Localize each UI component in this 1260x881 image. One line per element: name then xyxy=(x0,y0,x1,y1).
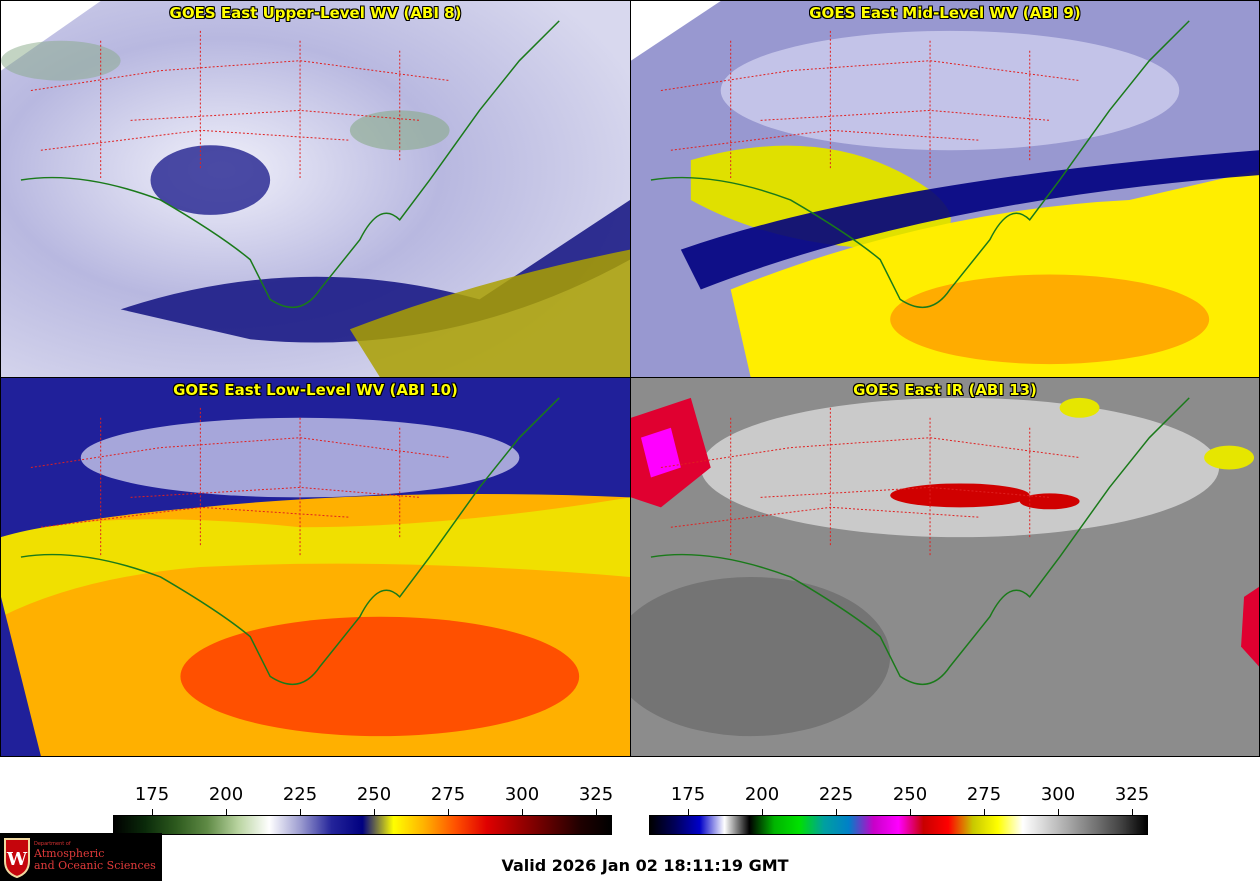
wv-colorbar-tick-label: 175 xyxy=(134,784,170,805)
panel-upper-wv: GOES East Upper-Level WV (ABI 8) xyxy=(0,0,631,378)
panel-title: GOES East Low-Level WV (ABI 10) xyxy=(173,381,458,399)
wv-colorbar-tick xyxy=(226,809,227,815)
panel-mid-wv: GOES East Mid-Level WV (ABI 9) xyxy=(630,0,1260,378)
wv-colorbar-tick-label: 225 xyxy=(282,784,318,805)
ir-colorbar-tick xyxy=(984,809,985,815)
ir-colorbar-tick xyxy=(836,809,837,815)
ir-colorbar-tick xyxy=(688,809,689,815)
logo-line1: Department of xyxy=(34,841,71,847)
ir-colorbar-tick-label: 275 xyxy=(966,784,1002,805)
ir-imagery xyxy=(631,378,1259,756)
wv-colorbar xyxy=(113,815,612,835)
ir-colorbar-tick-label: 225 xyxy=(818,784,854,805)
low-wv-imagery xyxy=(1,378,630,756)
wv-colorbar-tick-label: 275 xyxy=(430,784,466,805)
wv-colorbar-tick-label: 325 xyxy=(578,784,614,805)
wv-colorbar-tick-label: 250 xyxy=(356,784,392,805)
ir-colorbar-tick-label: 250 xyxy=(892,784,928,805)
upper-wv-imagery xyxy=(1,1,630,377)
panel-title: GOES East Upper-Level WV (ABI 8) xyxy=(169,4,462,22)
valid-time: Valid 2026 Jan 02 18:11:19 GMT xyxy=(501,856,789,875)
mid-wv-imagery xyxy=(631,1,1259,377)
ir-colorbar-tick xyxy=(1058,809,1059,815)
ir-colorbar-tick xyxy=(762,809,763,815)
ir-colorbar-tick-label: 325 xyxy=(1114,784,1150,805)
wv-colorbar-tick-label: 200 xyxy=(208,784,244,805)
wv-colorbar-tick xyxy=(448,809,449,815)
aos-logo: W Department of Atmospheric and Oceanic … xyxy=(0,833,162,881)
panel-title: GOES East Mid-Level WV (ABI 9) xyxy=(809,4,1081,22)
ir-colorbar-tick xyxy=(910,809,911,815)
ir-colorbar xyxy=(649,815,1148,835)
ir-colorbar-tick-label: 300 xyxy=(1040,784,1076,805)
uw-shield-icon: W xyxy=(4,838,30,879)
logo-line2: Atmospheric xyxy=(34,847,105,860)
panel-low-wv: GOES East Low-Level WV (ABI 10) xyxy=(0,377,631,757)
wv-colorbar-tick-label: 300 xyxy=(504,784,540,805)
wv-colorbar-tick xyxy=(300,809,301,815)
logo-line3: and Oceanic Sciences xyxy=(34,859,156,872)
svg-text:W: W xyxy=(6,849,28,870)
ir-colorbar-tick-label: 175 xyxy=(670,784,706,805)
ir-colorbar-tick xyxy=(1132,809,1133,815)
wv-colorbar-tick xyxy=(596,809,597,815)
ir-colorbar-tick-label: 200 xyxy=(744,784,780,805)
panel-ir: GOES East IR (ABI 13) xyxy=(630,377,1260,757)
wv-colorbar-tick xyxy=(374,809,375,815)
wv-colorbar-tick xyxy=(522,809,523,815)
wv-colorbar-tick xyxy=(152,809,153,815)
panel-title: GOES East IR (ABI 13) xyxy=(853,381,1037,399)
